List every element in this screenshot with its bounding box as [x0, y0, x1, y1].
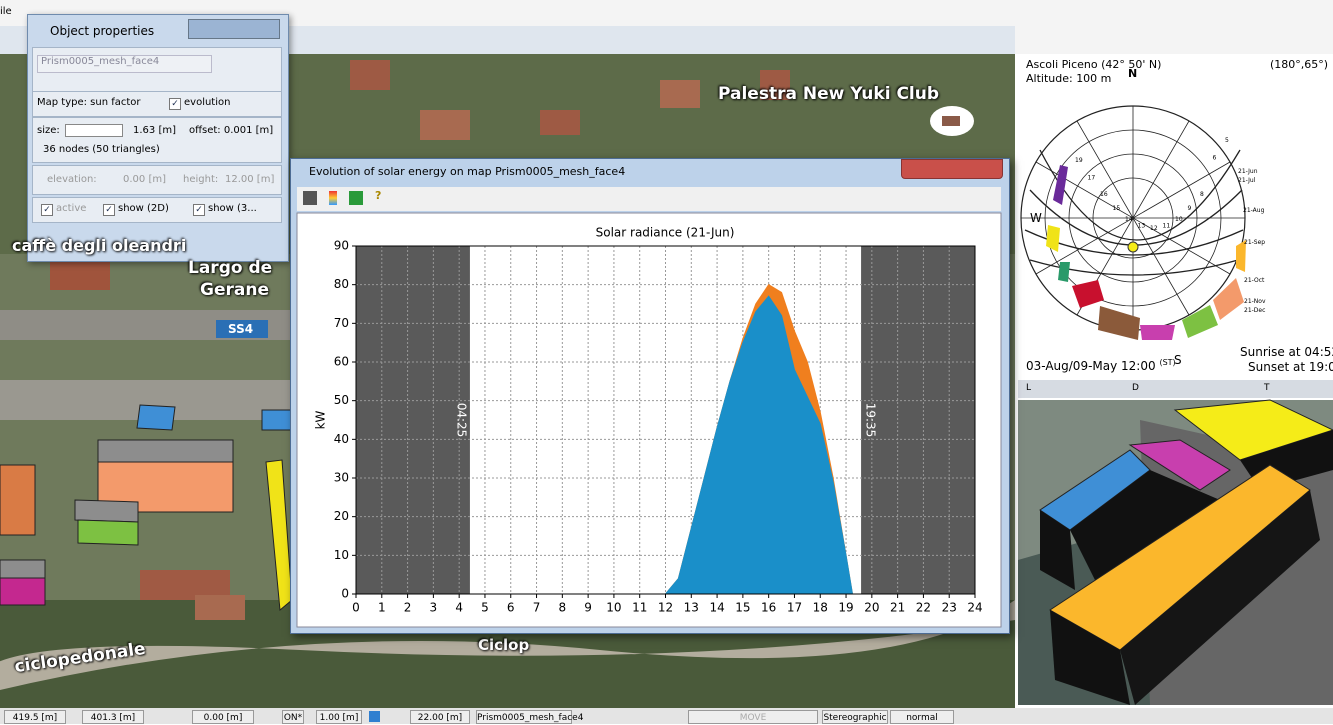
hour-label: 13 — [1138, 223, 1146, 230]
hour-label: 8 — [1200, 191, 1204, 198]
hour-label: 9 — [1188, 205, 1192, 212]
hour-label: 6 — [1213, 155, 1217, 162]
date: 03-Aug/09-May 12:00 (ST) — [1026, 358, 1176, 373]
slider-label[interactable]: T — [1264, 383, 1270, 393]
status-cell: 0.00 [m] — [192, 710, 254, 724]
location: Ascoli Piceno (42° 50' N) — [1026, 58, 1161, 71]
status-cell: 22.00 [m] — [410, 710, 470, 724]
status-cell: 419.5 [m] — [4, 710, 66, 724]
hour-label: 11 — [1163, 223, 1171, 230]
status-cell: normal — [890, 710, 954, 724]
slider-label[interactable]: D — [1132, 383, 1139, 393]
month-label: 21-Jul — [1238, 177, 1256, 184]
hour-label: 10 — [1175, 216, 1183, 223]
date-text: 03-Aug/09-May 12:00 — [1026, 359, 1156, 373]
status-cell: ON* — [282, 710, 304, 724]
hour-label: 19 — [1075, 157, 1083, 164]
month-label: 21-Oct — [1244, 277, 1265, 284]
month-label: 21-Nov — [1244, 298, 1266, 305]
month-label: 21-Sep — [1244, 239, 1265, 246]
hour-label: 17 — [1088, 175, 1096, 182]
screen: ile Object properties Prism0005_mesh_fac… — [0, 0, 1333, 724]
month-label: 21-Aug — [1243, 207, 1265, 214]
slider-label[interactable]: L — [1026, 383, 1031, 393]
month-label: 21-Jun — [1238, 168, 1258, 175]
status-cell: Prism0005_mesh_face4 — [476, 710, 572, 724]
sunrise: Sunrise at 04:52 — [1240, 345, 1333, 359]
month-label: 21-Dec — [1244, 307, 1265, 314]
status-cell: 1.00 [m] — [316, 710, 362, 724]
status-cell: 401.3 [m] — [82, 710, 144, 724]
time-mode: (ST) — [1159, 358, 1175, 367]
hour-label: 15 — [1113, 205, 1121, 212]
north: N — [1128, 67, 1137, 80]
sun-position: (180°,65°) — [1270, 58, 1328, 71]
altitude: Altitude: 100 m — [1026, 72, 1111, 85]
status-cell: MOVE — [688, 710, 818, 724]
sunset: Sunset at 19:08 — [1248, 360, 1333, 374]
hour-label: 16 — [1100, 191, 1108, 198]
hour-label: 5 — [1225, 137, 1229, 144]
hour-label: 14 — [1125, 216, 1133, 223]
status-cell: Stereographic — [822, 710, 888, 724]
hour-label: 12 — [1150, 225, 1158, 232]
west: W — [1030, 211, 1042, 225]
